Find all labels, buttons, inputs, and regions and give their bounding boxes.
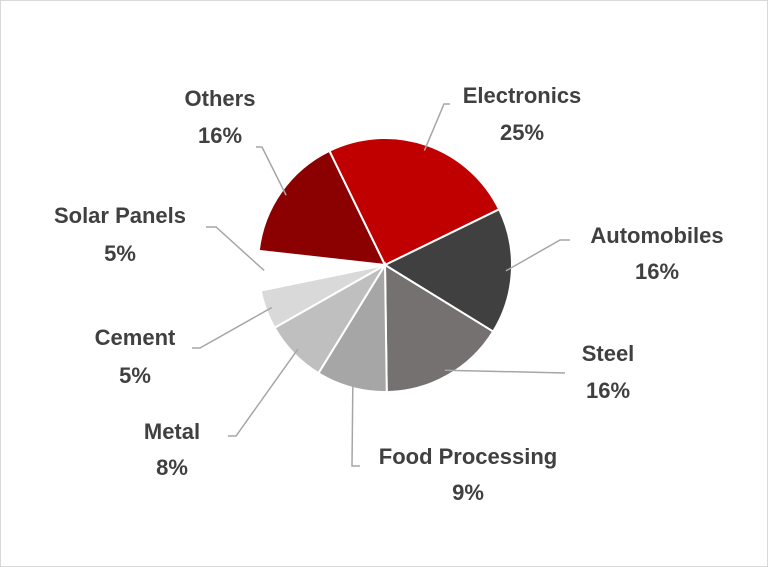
category-label: Others xyxy=(185,86,256,111)
leader-line xyxy=(351,381,360,467)
leader-line xyxy=(256,146,287,196)
value-label: 16% xyxy=(198,123,242,148)
category-label: Food Processing xyxy=(379,444,557,469)
leader-line xyxy=(192,306,273,349)
category-label: Metal xyxy=(144,419,200,444)
category-label: Electronics xyxy=(463,83,582,108)
pie-slice xyxy=(382,207,513,333)
leader-line xyxy=(423,103,450,151)
value-label: 16% xyxy=(635,259,679,284)
leader-line xyxy=(228,348,299,437)
pie-slice xyxy=(383,263,495,394)
value-label: 8% xyxy=(156,455,188,480)
value-label: 25% xyxy=(500,120,544,145)
value-label: 16% xyxy=(586,378,630,403)
pie-slice xyxy=(257,149,387,267)
category-label: Steel xyxy=(582,341,635,366)
leader-line xyxy=(444,369,566,374)
category-label: Cement xyxy=(95,325,176,350)
category-label: Automobiles xyxy=(590,223,723,248)
value-label: 5% xyxy=(104,241,136,266)
value-label: 9% xyxy=(452,480,484,505)
leader-line xyxy=(206,226,265,272)
leader-line xyxy=(505,239,570,272)
category-label: Solar Panels xyxy=(54,203,186,228)
value-label: 5% xyxy=(119,363,151,388)
